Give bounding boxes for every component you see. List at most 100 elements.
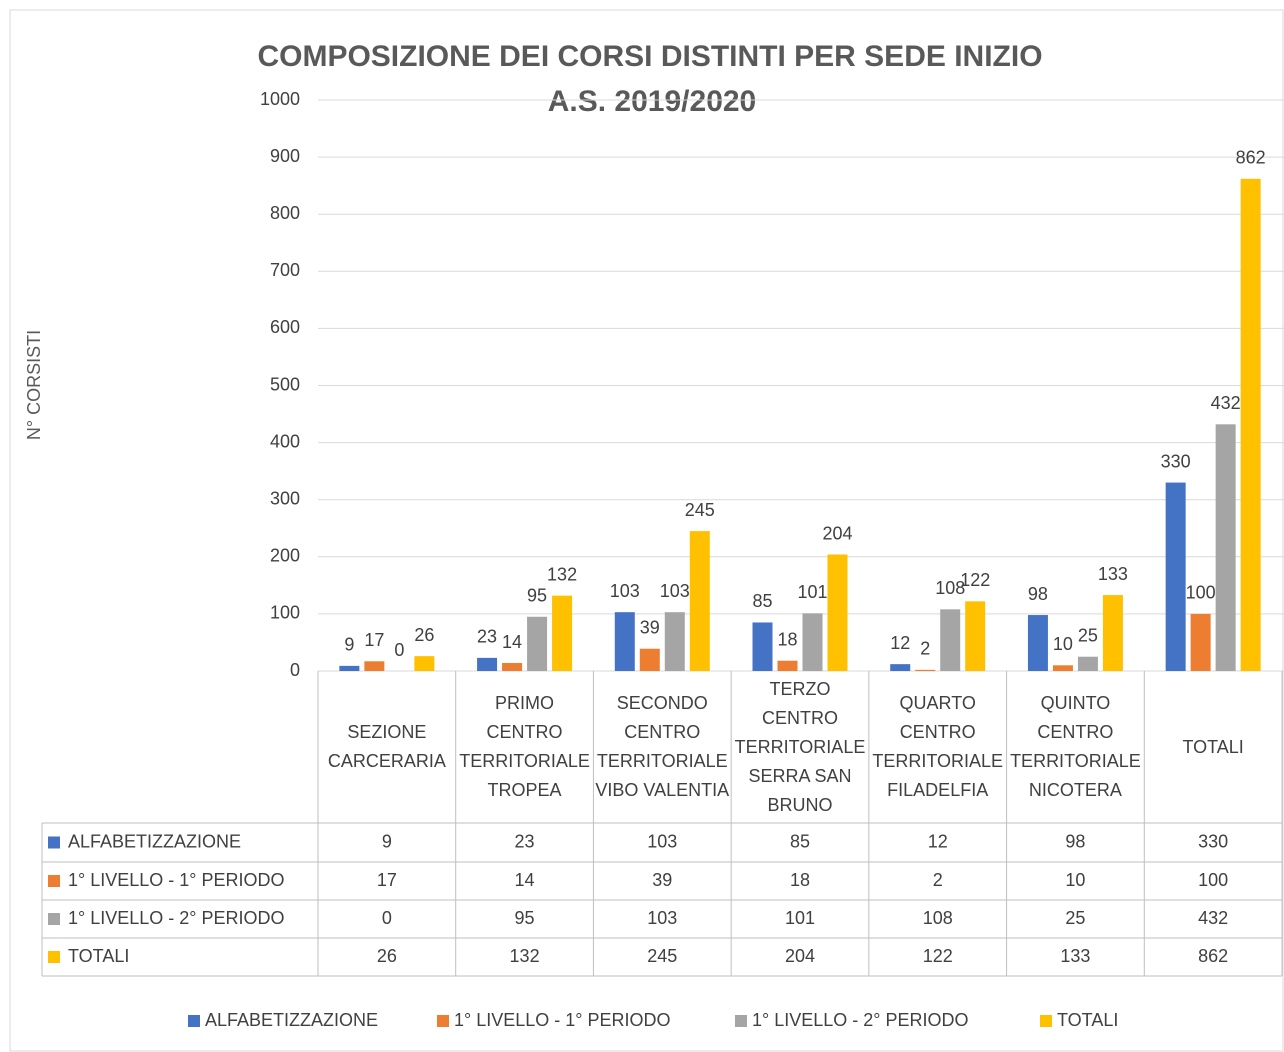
- bar: [477, 657, 498, 671]
- data-label: 12: [890, 633, 910, 653]
- data-label: 103: [660, 581, 690, 601]
- table-cell: 98: [1065, 831, 1085, 851]
- data-label: 432: [1211, 393, 1241, 413]
- y-tick-label: 400: [270, 431, 300, 451]
- category-label: TOTALI: [1182, 736, 1244, 757]
- bar: [802, 613, 823, 671]
- category-label: SEZIONE CARCERARIA: [327, 722, 446, 771]
- category-label: PRIMO CENTRO TERRITORIALE TROPEA: [459, 693, 590, 800]
- y-tick-label: 1000: [260, 89, 300, 109]
- category-label: QUINTO CENTRO TERRITORIALE NICOTERA: [1010, 693, 1141, 800]
- table-cell: 862: [1198, 946, 1228, 966]
- category-label: TERZO CENTRO TERRITORIALE SERRA SAN BRUN…: [734, 678, 866, 815]
- table-cell: 432: [1198, 908, 1228, 928]
- legend-label: 1° LIVELLO - 2° PERIODO: [752, 1010, 968, 1030]
- data-label: 17: [364, 630, 384, 650]
- table-cell: 14: [515, 870, 535, 890]
- table-cell: 100: [1198, 870, 1228, 890]
- data-label: 9: [344, 635, 354, 655]
- bar: [777, 660, 798, 671]
- table-row-label: TOTALI: [68, 946, 129, 966]
- table-cell: 25: [1065, 908, 1085, 928]
- data-label: 10: [1053, 634, 1073, 654]
- bar: [1052, 665, 1073, 671]
- table-row-label: ALFABETIZZAZIONE: [68, 831, 241, 851]
- data-label: 204: [822, 523, 852, 543]
- table-cell: 10: [1065, 870, 1085, 890]
- category-label: QUARTO CENTRO TERRITORIALE FILADELFIA: [872, 693, 1004, 800]
- data-label: 133: [1098, 564, 1128, 584]
- table-cell: 26: [377, 946, 397, 966]
- table-cell: 245: [647, 946, 677, 966]
- y-tick-label: 300: [270, 488, 300, 508]
- bar: [639, 648, 660, 671]
- bar: [1102, 595, 1123, 671]
- table-legend-key: [48, 913, 60, 925]
- table-cell: 23: [515, 831, 535, 851]
- bar: [890, 664, 911, 671]
- data-label: 85: [752, 591, 772, 611]
- table-legend-key: [48, 875, 60, 887]
- data-label: 95: [527, 586, 547, 606]
- data-label: 132: [547, 564, 577, 584]
- data-label: 103: [610, 581, 640, 601]
- data-label: 2: [920, 639, 930, 659]
- table-cell: 133: [1060, 946, 1090, 966]
- bar: [414, 656, 435, 671]
- bar: [915, 669, 936, 671]
- table-cell: 330: [1198, 831, 1228, 851]
- bar: [689, 531, 710, 671]
- bar: [364, 661, 385, 671]
- chart-border: [9, 9, 1284, 1052]
- bar: [614, 612, 635, 671]
- table-legend-key: [48, 836, 60, 849]
- data-label: 26: [414, 625, 434, 645]
- data-label: 245: [685, 500, 715, 520]
- table-cell: 39: [652, 870, 672, 890]
- bar: [1240, 178, 1261, 671]
- table-cell: 108: [923, 908, 953, 928]
- legend-key: [1040, 1015, 1052, 1027]
- bar: [752, 622, 773, 671]
- table-cell: 103: [647, 831, 677, 851]
- y-tick-label: 0: [290, 660, 300, 680]
- legend-key: [437, 1015, 449, 1027]
- table-cell: 95: [515, 908, 535, 928]
- data-label: 25: [1078, 625, 1098, 645]
- table-cell: 132: [510, 946, 540, 966]
- legend-key: [735, 1015, 747, 1027]
- bar: [940, 609, 961, 671]
- bar: [1165, 482, 1186, 671]
- bar: [527, 616, 548, 671]
- table-cell: 17: [377, 870, 397, 890]
- data-label: 23: [477, 627, 497, 647]
- bar: [502, 663, 523, 671]
- bar: [552, 595, 573, 671]
- chart-title: COMPOSIZIONE DEI CORSI DISTINTI PER SEDE…: [257, 40, 1042, 73]
- table-cell: 103: [647, 908, 677, 928]
- bar: [1077, 656, 1098, 671]
- data-label: 330: [1161, 451, 1191, 471]
- bar: [339, 665, 360, 671]
- table-cell: 18: [790, 870, 810, 890]
- legend-label: 1° LIVELLO - 1° PERIODO: [454, 1010, 670, 1030]
- data-label: 101: [797, 582, 827, 602]
- data-label: 0: [394, 640, 404, 660]
- table-cell: 0: [382, 908, 392, 928]
- data-label: 98: [1028, 584, 1048, 604]
- y-tick-label: 200: [270, 546, 300, 566]
- bar: [827, 554, 848, 671]
- data-label: 39: [640, 617, 660, 637]
- bar: [1027, 615, 1048, 671]
- legend-label: TOTALI: [1057, 1010, 1118, 1030]
- legend-key: [188, 1015, 200, 1027]
- table-cell: 101: [785, 908, 815, 928]
- y-tick-label: 600: [270, 317, 300, 337]
- y-tick-label: 800: [270, 203, 300, 223]
- data-label: 100: [1186, 583, 1216, 603]
- chart-subtitle: A.S. 2019/2020: [548, 85, 757, 118]
- table-cell: 85: [790, 831, 810, 851]
- table-row-label: 1° LIVELLO - 2° PERIODO: [68, 908, 284, 928]
